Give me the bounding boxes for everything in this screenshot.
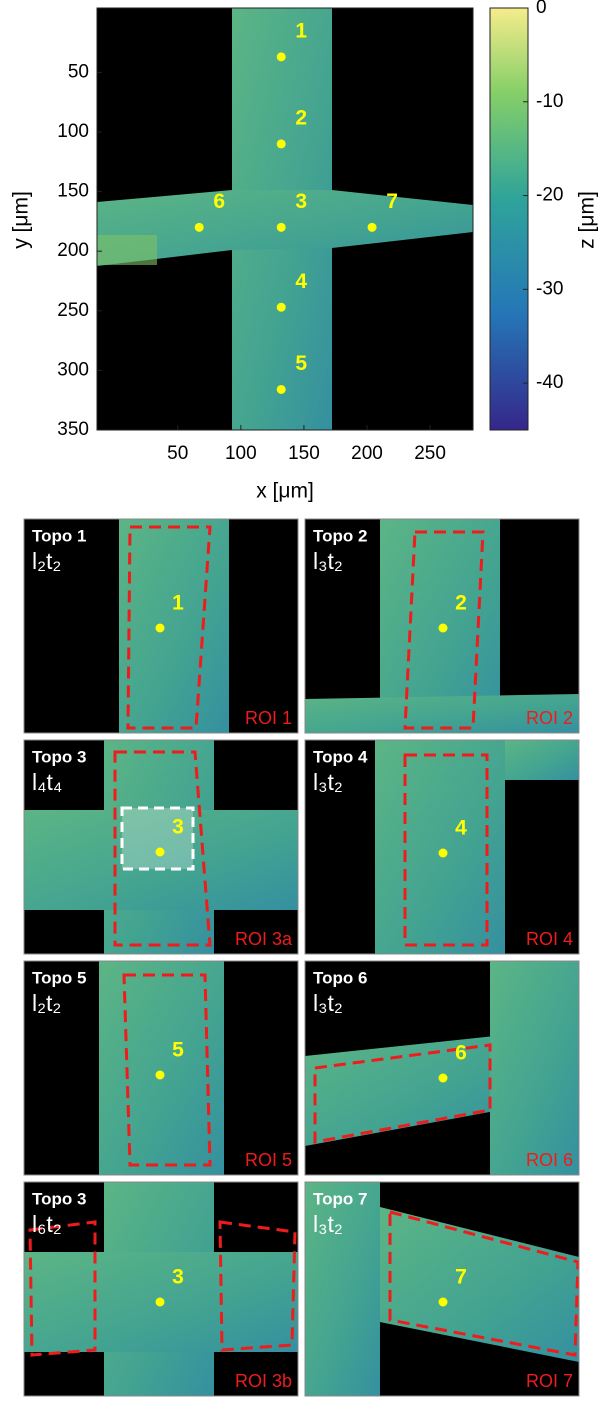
roi-label: ROI 5 xyxy=(245,1150,292,1170)
point-label: 3 xyxy=(295,190,307,213)
panel-condition: l₃t₂ xyxy=(313,990,343,1016)
panel-condition: l₄t₄ xyxy=(32,769,62,795)
panel-title: Topo 2 xyxy=(313,526,367,545)
point xyxy=(439,1298,448,1307)
point-label: 4 xyxy=(295,270,307,293)
colorbar-tick-label: -20 xyxy=(536,185,563,206)
roi-label: ROI 7 xyxy=(526,1371,573,1391)
panel: Topo 7 l₃t₂ 7 ROI 7 xyxy=(305,1182,579,1396)
point-label: 1 xyxy=(172,592,184,615)
panels: Topo 1 l₂t₂ 1 ROI 1 Topo 2 l₃t₂ 2 ROI 2 Topo 3 l₄… xyxy=(24,519,579,1396)
y-tick-label: 100 xyxy=(57,121,89,142)
colorbar-tick-label: -10 xyxy=(536,91,563,112)
panel: Topo 4 l₃t₂ 4 ROI 4 xyxy=(305,740,579,954)
x-tick-label: 100 xyxy=(225,443,257,464)
colorbar-tick-label: -40 xyxy=(536,372,563,393)
topography xyxy=(490,961,579,1175)
colorbar-label: z [μm] xyxy=(576,191,599,249)
panel-title: Topo 3 xyxy=(32,1189,86,1208)
panel: Topo 3 l₆t₂ 3 ROI 3b xyxy=(24,1182,298,1396)
y-tick-label: 150 xyxy=(57,181,89,202)
topography xyxy=(119,519,229,733)
y-tick-label: 50 xyxy=(68,61,89,82)
panel-condition: l₃t₂ xyxy=(313,1211,343,1237)
panel-condition: l₂t₂ xyxy=(32,548,61,574)
panel-title: Topo 4 xyxy=(313,747,368,766)
point-label: 2 xyxy=(455,592,467,615)
point xyxy=(277,139,286,148)
panel-title: Topo 6 xyxy=(313,968,367,987)
roi-label: ROI 2 xyxy=(526,708,573,728)
point-label: 1 xyxy=(295,19,307,42)
point-label: 5 xyxy=(172,1039,184,1062)
point xyxy=(439,624,448,633)
point xyxy=(368,223,377,232)
point xyxy=(439,1074,448,1083)
y-axis-label: y [μm] xyxy=(10,191,33,249)
colorbar xyxy=(490,8,528,430)
point xyxy=(277,52,286,61)
point-label: 6 xyxy=(455,1042,467,1065)
point xyxy=(277,385,286,394)
point xyxy=(277,303,286,312)
colorbar-tick-label: 0 xyxy=(536,0,547,18)
y-tick-label: 350 xyxy=(57,419,89,440)
point-label: 5 xyxy=(295,352,307,375)
y-tick-label: 300 xyxy=(57,359,89,380)
roi-label: ROI 6 xyxy=(526,1150,573,1170)
point-label: 3 xyxy=(172,816,184,839)
point-label: 4 xyxy=(455,817,467,840)
panel-condition: l₆t₂ xyxy=(32,1211,62,1237)
panel-title: Topo 5 xyxy=(32,968,86,987)
x-axis-label: x [μm] xyxy=(256,480,314,503)
panel: Topo 3 l₄t₄ 3 ROI 3a xyxy=(24,740,298,954)
point-label: 2 xyxy=(295,106,307,129)
point-label: 7 xyxy=(386,190,398,213)
panel: Topo 5 l₂t₂ 5 ROI 5 xyxy=(24,961,298,1175)
roi-label: ROI 1 xyxy=(245,708,292,728)
panel: Topo 1 l₂t₂ 1 ROI 1 xyxy=(24,519,298,733)
y-tick-label: 250 xyxy=(57,300,89,321)
point-label: 7 xyxy=(455,1266,467,1289)
roi-label: ROI 4 xyxy=(526,929,573,949)
colorbar-tick-label: -30 xyxy=(536,278,563,299)
point xyxy=(156,1071,165,1080)
y-tick-label: 200 xyxy=(57,240,89,261)
point-label: 6 xyxy=(213,190,225,213)
point xyxy=(156,1298,165,1307)
point xyxy=(156,624,165,633)
point xyxy=(195,223,204,232)
panel-condition: l₃t₂ xyxy=(313,769,343,795)
panel-condition: l₂t₂ xyxy=(32,990,61,1016)
panel-condition: l₃t₂ xyxy=(313,548,343,574)
point-label: 3 xyxy=(172,1266,184,1289)
panel-title: Topo 3 xyxy=(32,747,86,766)
x-tick-label: 150 xyxy=(288,443,320,464)
point xyxy=(439,849,448,858)
x-tick-label: 50 xyxy=(167,443,188,464)
panel: Topo 6 l₃t₂ 6 ROI 6 xyxy=(305,961,579,1175)
topography xyxy=(505,740,579,780)
panel: Topo 2 l₃t₂ 2 ROI 2 xyxy=(305,519,579,733)
point xyxy=(277,223,286,232)
roi-label: ROI 3a xyxy=(235,929,293,949)
x-tick-label: 250 xyxy=(414,443,446,464)
roi-label: ROI 3b xyxy=(235,1371,292,1391)
point xyxy=(156,848,165,857)
panel-title: Topo 1 xyxy=(32,526,86,545)
panel-title: Topo 7 xyxy=(313,1189,367,1208)
x-tick-label: 200 xyxy=(351,443,383,464)
figure: 5010015020025050100150200250300350x [μm]… xyxy=(0,0,600,1411)
